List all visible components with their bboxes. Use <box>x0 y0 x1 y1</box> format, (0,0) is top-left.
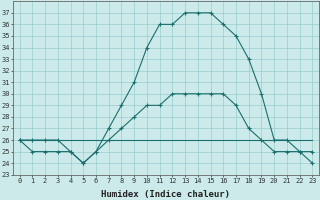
X-axis label: Humidex (Indice chaleur): Humidex (Indice chaleur) <box>101 190 230 199</box>
